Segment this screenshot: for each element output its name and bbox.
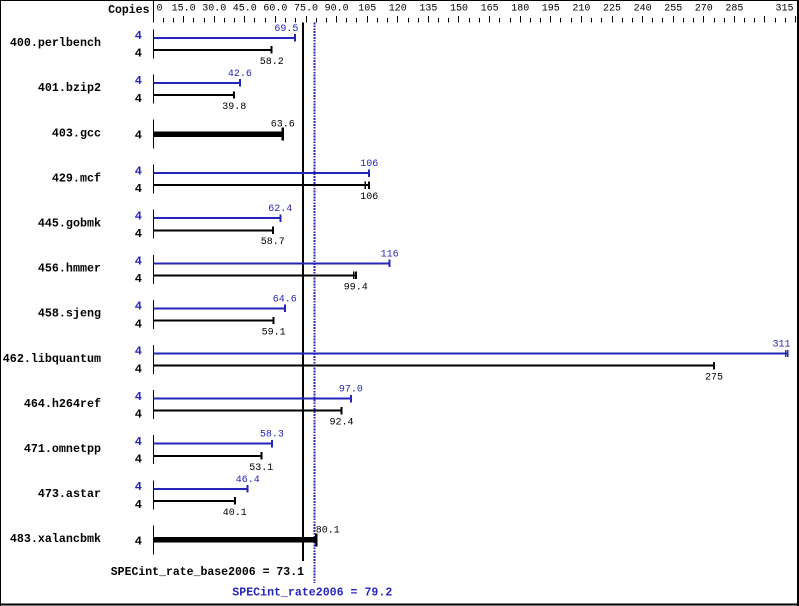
- svg-text:4: 4: [135, 534, 142, 548]
- svg-text:40.1: 40.1: [223, 508, 247, 519]
- svg-text:4: 4: [135, 390, 142, 404]
- svg-text:92.4: 92.4: [329, 418, 353, 429]
- svg-text:58.7: 58.7: [261, 237, 285, 248]
- svg-text:4: 4: [135, 498, 142, 512]
- svg-text:45.0: 45.0: [233, 4, 257, 15]
- svg-text:58.3: 58.3: [260, 430, 284, 441]
- svg-text:135: 135: [419, 4, 437, 15]
- svg-text:458.sjeng: 458.sjeng: [38, 307, 101, 321]
- svg-text:180: 180: [511, 4, 529, 15]
- svg-text:4: 4: [135, 272, 142, 286]
- svg-text:97.0: 97.0: [339, 385, 363, 396]
- svg-text:464.h264ref: 464.h264ref: [24, 397, 101, 411]
- svg-text:106: 106: [360, 192, 378, 203]
- svg-text:4: 4: [135, 164, 142, 178]
- svg-text:69.5: 69.5: [274, 24, 298, 35]
- svg-text:483.xalancbmk: 483.xalancbmk: [10, 532, 101, 546]
- svg-text:80.1: 80.1: [316, 525, 340, 536]
- svg-text:4: 4: [135, 47, 142, 61]
- svg-text:4: 4: [135, 29, 142, 43]
- svg-text:4: 4: [135, 255, 142, 269]
- svg-text:255: 255: [664, 4, 682, 15]
- svg-text:195: 195: [542, 4, 560, 15]
- svg-text:SPECint_rate_base2006 = 73.1: SPECint_rate_base2006 = 73.1: [111, 566, 304, 579]
- svg-text:105: 105: [358, 4, 376, 15]
- svg-text:401.bzip2: 401.bzip2: [38, 81, 101, 95]
- svg-text:4: 4: [135, 480, 142, 494]
- svg-text:473.astar: 473.astar: [38, 487, 101, 501]
- svg-text:150: 150: [450, 4, 468, 15]
- svg-text:456.hmmer: 456.hmmer: [38, 262, 101, 276]
- svg-text:400.perlbench: 400.perlbench: [10, 36, 101, 50]
- svg-text:403.gcc: 403.gcc: [52, 126, 101, 140]
- svg-text:165: 165: [481, 4, 499, 15]
- svg-text:0: 0: [156, 4, 162, 15]
- svg-text:90.0: 90.0: [325, 4, 349, 15]
- svg-text:46.4: 46.4: [236, 475, 260, 486]
- svg-text:210: 210: [572, 4, 590, 15]
- svg-text:99.4: 99.4: [344, 282, 368, 293]
- svg-text:53.1: 53.1: [249, 463, 273, 474]
- svg-text:4: 4: [135, 74, 142, 88]
- svg-text:120: 120: [389, 4, 407, 15]
- svg-text:60.0: 60.0: [263, 4, 287, 15]
- svg-text:30.0: 30.0: [202, 4, 226, 15]
- svg-text:4: 4: [135, 362, 142, 376]
- svg-text:4: 4: [135, 345, 142, 359]
- svg-text:240: 240: [634, 4, 652, 15]
- svg-text:64.6: 64.6: [273, 294, 297, 305]
- svg-text:4: 4: [135, 317, 142, 331]
- svg-text:SPECint_rate2006 = 79.2: SPECint_rate2006 = 79.2: [232, 586, 392, 599]
- svg-text:4: 4: [135, 453, 142, 467]
- svg-text:4: 4: [135, 92, 142, 106]
- svg-text:Copies: Copies: [108, 4, 150, 17]
- svg-text:315: 315: [775, 4, 793, 15]
- svg-text:4: 4: [135, 227, 142, 241]
- svg-text:106: 106: [360, 159, 378, 170]
- svg-text:42.6: 42.6: [228, 69, 252, 80]
- svg-text:429.mcf: 429.mcf: [52, 171, 101, 185]
- svg-text:4: 4: [135, 435, 142, 449]
- svg-text:63.6: 63.6: [271, 120, 295, 131]
- svg-text:4: 4: [135, 182, 142, 196]
- svg-text:471.omnetpp: 471.omnetpp: [24, 442, 101, 456]
- svg-text:75.0: 75.0: [294, 4, 318, 15]
- svg-text:225: 225: [603, 4, 621, 15]
- svg-text:4: 4: [135, 209, 142, 223]
- svg-text:311: 311: [772, 340, 790, 351]
- svg-text:4: 4: [135, 129, 142, 143]
- svg-text:462.libquantum: 462.libquantum: [3, 352, 101, 366]
- svg-text:62.4: 62.4: [268, 204, 292, 215]
- svg-text:15.0: 15.0: [172, 4, 196, 15]
- svg-text:445.gobmk: 445.gobmk: [38, 217, 101, 231]
- svg-text:275: 275: [705, 373, 723, 384]
- svg-text:4: 4: [135, 408, 142, 422]
- svg-text:285: 285: [725, 4, 743, 15]
- svg-text:4: 4: [135, 300, 142, 314]
- svg-text:58.2: 58.2: [260, 57, 284, 68]
- svg-text:59.1: 59.1: [262, 328, 286, 339]
- svg-text:116: 116: [381, 249, 399, 260]
- svg-text:39.8: 39.8: [222, 102, 246, 113]
- svg-text:270: 270: [695, 4, 713, 15]
